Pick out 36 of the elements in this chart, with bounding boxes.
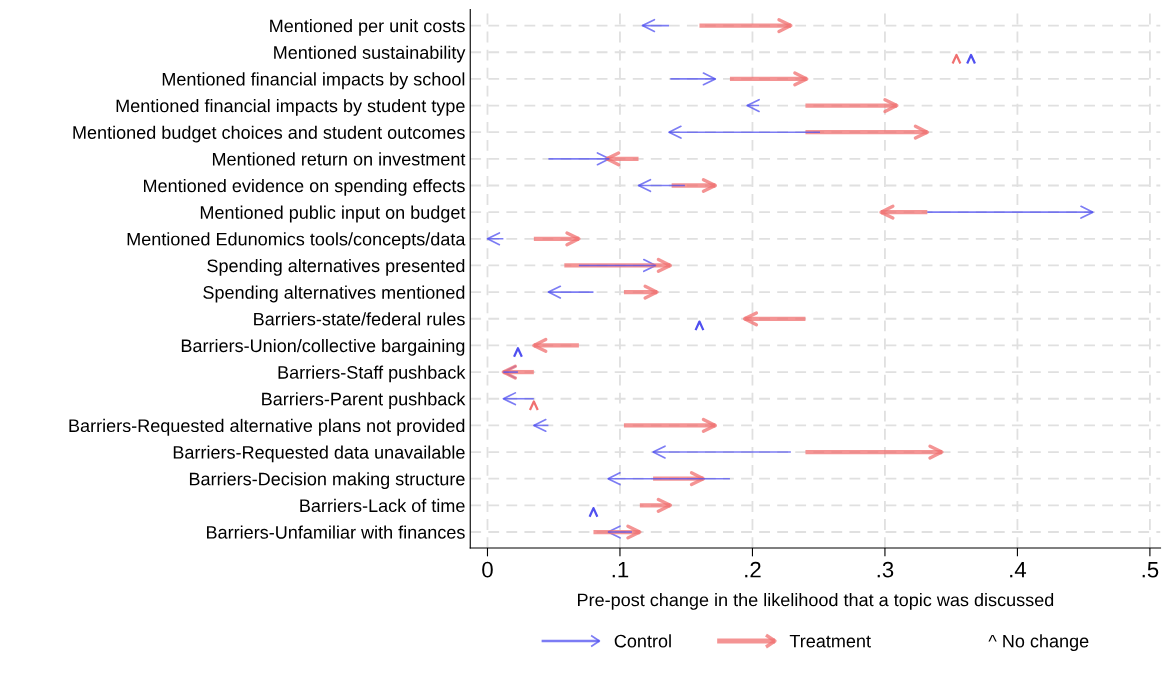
- x-tick-label: .1: [612, 562, 629, 578]
- y-tick-label: Mentioned budget choices and student outcomes: [73, 125, 465, 143]
- point: [512, 347, 523, 358]
- y-tick-label: Barriers-Unfamiliar with finances: [207, 525, 465, 539]
- y-tick-label: Barriers-Lack of time: [300, 498, 465, 513]
- point: [588, 507, 599, 518]
- y-tick-label: Mentioned financial impacts by student type: [116, 99, 465, 116]
- y-tick-label: Mentioned sustainability: [274, 45, 466, 63]
- y-tick-label: Barriers-Requested alternative plans not provided: [69, 418, 465, 436]
- y-tick-label: Spending alternatives presented: [207, 258, 465, 276]
- x-axis-title: Pre-post change in the likelihood that a topic was discussed: [578, 593, 1054, 610]
- y-tick-label: Barriers-Union/collective bargaining: [181, 338, 465, 356]
- legend-label: Control: [614, 634, 671, 648]
- y-tick-label: Mentioned per unit costs: [270, 19, 465, 36]
- x-tick-label: .4: [1010, 562, 1027, 578]
- point: [694, 320, 705, 332]
- text: ^ No change: [988, 634, 1089, 652]
- legend-label: Treatment: [789, 634, 871, 648]
- y-tick-label: Mentioned evidence on spending effects: [144, 178, 465, 196]
- point: [966, 53, 977, 65]
- x-tick-label: .2: [745, 561, 761, 578]
- x-tick-label: .5: [1142, 562, 1159, 578]
- y-tick-label: Barriers-Staff pushback: [278, 365, 466, 383]
- y-tick-label: Spending alternatives mentioned: [203, 285, 465, 303]
- x-tick-label: 0: [482, 561, 493, 578]
- y-tick-label: Mentioned return on investment: [212, 152, 466, 166]
- y-tick-label: Barriers-state/federal rules: [254, 312, 465, 326]
- y-tick-label: Mentioned public input on budget: [200, 205, 466, 223]
- y-tick-label: Mentioned financial impacts by school: [162, 72, 465, 90]
- y-tick-label: Mentioned Edunomics tools/concepts/data: [127, 232, 466, 250]
- y-tick-label: Barriers-Parent pushback: [262, 392, 466, 410]
- point: [528, 400, 539, 412]
- y-tick-label: Barriers-Decision making structure: [189, 472, 465, 489]
- y-tick-label: Barriers-Requested data unavailable: [173, 445, 465, 463]
- x-tick-label: .3: [877, 561, 894, 578]
- point: [951, 53, 962, 65]
